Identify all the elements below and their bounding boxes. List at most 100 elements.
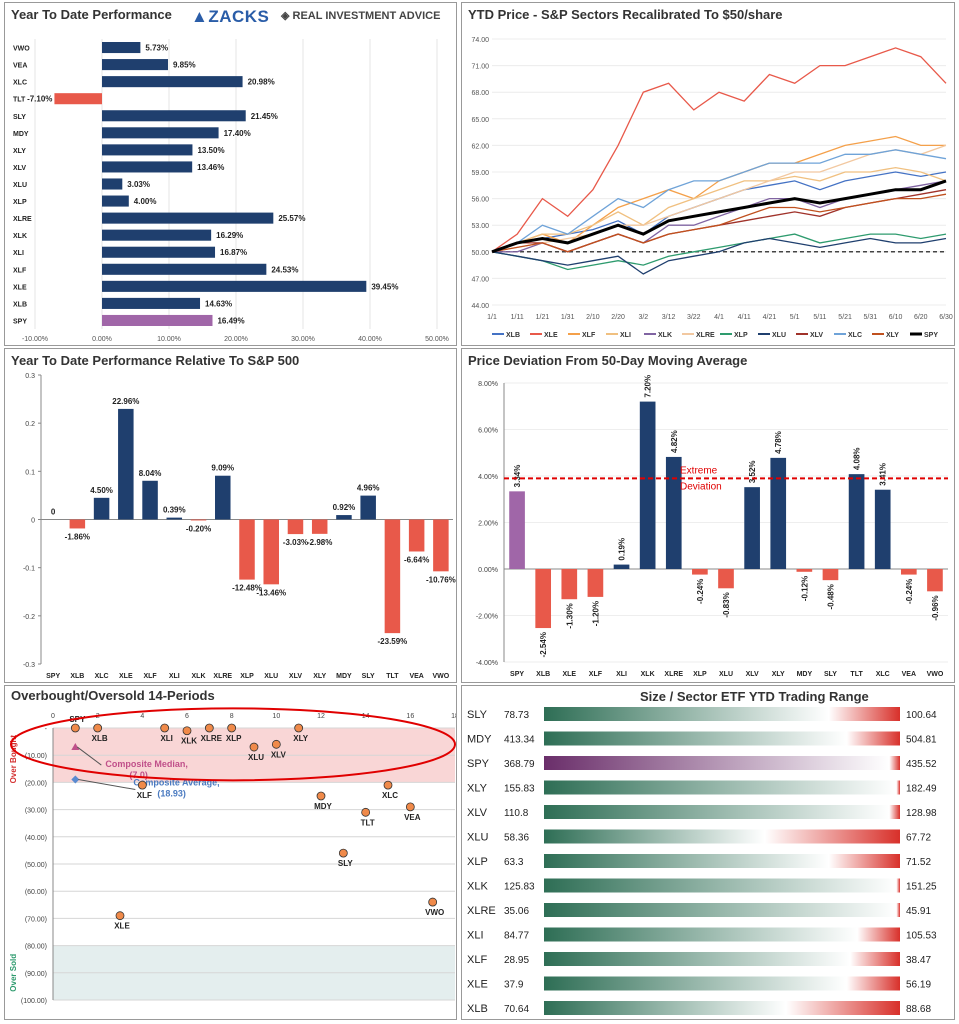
price-dev-category-label: VWO [927,671,944,678]
composite-average-label: Composite Average, [133,777,219,787]
ob-os-ytick: (40.00) [25,835,47,842]
ytd-perf-bar-xlc [102,76,243,88]
ob-os-point-label: SLY [338,859,353,868]
price-dev-category-label: XLP [693,671,707,678]
relative-perf-ytick: 0.3 [25,373,35,380]
relative-perf-value-label: 0 [51,508,56,517]
relative-perf-value-label: -12.48% [232,584,262,593]
price-dev-bar-xlc [874,489,891,569]
price-dev-value-label: -2.54% [539,632,548,657]
ytd-perf-value-label: 3.03% [127,180,150,189]
range-ticker: XLF [467,954,487,966]
price-dev-ytick: -2.00% [476,614,498,621]
range-bar-low-xlb [544,1001,787,1015]
ytd-price-xtick: 5/11 [813,314,826,321]
ytd-price-xtick: 2/20 [611,314,625,321]
ytd-perf-bar-vwo [102,42,141,54]
range-ticker: XLE [467,979,488,991]
price-dev-ytick: -4.00% [476,660,498,667]
ytd-performance-panel: Year To Date Performance ▲ZACKS ◈ REAL I… [4,2,457,346]
ytd-perf-bar-xlk [102,229,212,241]
ytd-perf-value-label: 20.98% [248,78,275,87]
price-dev-bar-xle [561,569,578,600]
ob-os-point-vea [405,802,415,812]
composite-median-pointer [77,746,102,766]
range-bar-high-xlp [828,854,900,868]
range-high-value: 100.64 [906,710,937,721]
range-ticker: XLRE [467,905,496,917]
ytd-perf-category-label: XLF [13,267,27,274]
ytd-perf-value-label: 25.57% [278,214,305,223]
ytd-perf-category-label: XLK [13,233,27,240]
range-bar-low-spy [544,756,890,770]
ob-os-point-label: XLB [92,734,108,743]
ob-os-point-label: VEA [404,813,421,822]
ytd-price-line-xle [491,47,947,253]
price-dev-bar-xli [613,564,630,569]
ytd-price-legend-label: XLI [620,332,631,339]
relative-perf-value-label: 8.04% [139,469,162,478]
ytd-perf-bar-sly [102,110,246,122]
price-dev-category-label: MDY [797,671,813,678]
price-dev-value-label: 4.08% [853,447,862,470]
range-low-value: 368.79 [504,759,535,770]
ob-os-point-xlc [383,780,393,790]
price-dev-category-label: XLU [719,671,733,678]
range-bar-high-xly [896,780,900,795]
ytd-perf-xtick: 0.00% [92,336,112,343]
price-dev-bar-xly [770,457,787,569]
relative-perf-category-label: SPY [46,673,60,680]
ytd-price-xtick: 5/1 [790,314,800,321]
range-bar-high-xle [846,976,900,991]
relative-perf-bar-xlu [263,519,279,585]
range-low-value: 84.77 [504,931,529,942]
relative-perf-bar-xlf [142,480,158,520]
price-dev-value-label: -0.96% [931,595,940,620]
relative-perf-ytick: -0.3 [23,662,35,669]
ob-os-point-label: XLY [293,734,308,743]
ytd-price-ytick: 50.00 [471,250,489,257]
range-low-value: 58.36 [504,833,529,844]
price-dev-value-label: 7.20% [644,375,653,398]
ob-os-point-sly [338,848,348,858]
ytd-price-line-xlu [491,237,947,275]
relative-perf-category-label: TLT [386,673,399,680]
price-dev-bar-tlt [848,474,865,569]
ytd-perf-value-label: 9.85% [173,61,196,70]
ytd-price-xtick: 5/31 [864,314,878,321]
relative-perf-ytick: -0.2 [23,614,35,621]
price-dev-ytick: 4.00% [478,474,498,481]
ytd-perf-bar-tlt [54,93,102,105]
overbought-oversold-panel: Overbought/Oversold 14-Periods - (10.00) (… [4,685,457,1020]
range-high-value: 56.19 [906,980,931,991]
ytd-price-ytick: 53.00 [471,223,489,230]
relative-perf-value-label: -6.64% [404,555,429,564]
range-high-value: 45.91 [906,906,931,917]
ytd-performance-title: Year To Date Performance [11,7,172,22]
range-low-value: 125.83 [504,882,535,893]
ytd-price-xtick: 4/21 [763,314,777,321]
ytd-price-legend-label: XLY [886,332,899,339]
ytd-perf-value-label: 14.63% [205,299,232,308]
composite-median-marker [71,743,80,751]
range-bar-high-spy [889,756,900,770]
range-bar-low-xlp [544,854,829,868]
relative-perf-value-label: -3.03% [283,538,308,547]
ytd-price-ytick: 44.00 [471,303,489,310]
trading-range-title: Size / Sector ETF YTD Trading Range [640,689,869,704]
ytd-perf-xtick: 10.00% [157,336,181,343]
price-dev-bar-sly [822,569,839,581]
range-ticker: XLU [467,832,488,844]
price-dev-category-label: XLY [772,671,785,678]
price-deviation-panel: Price Deviation From 50-Day Moving Avera… [461,348,955,683]
ob-os-xtick: 18 [451,713,457,720]
range-bar-low-xlv [544,805,890,819]
ytd-price-ytick: 65.00 [471,117,489,124]
relative-perf-ytick: 0.2 [25,421,35,428]
ob-os-point-xlb [93,723,103,733]
ytd-perf-category-label: MDY [13,131,29,138]
relative-perf-value-label: 0.39% [163,506,186,515]
range-ticker: XLI [467,930,484,942]
relative-perf-ytick: 0 [31,518,35,525]
ob-os-xtick: 16 [406,713,414,720]
